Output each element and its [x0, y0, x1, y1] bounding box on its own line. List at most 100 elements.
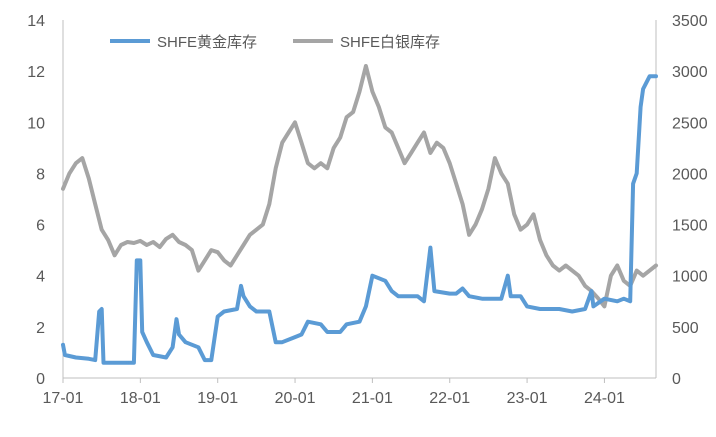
y-right-tick-label: 0 — [672, 371, 681, 388]
data-point — [274, 340, 278, 344]
data-point — [615, 299, 619, 303]
data-point — [196, 269, 200, 273]
data-point — [370, 274, 374, 278]
data-point — [267, 310, 271, 313]
data-point — [113, 253, 117, 257]
data-point — [577, 274, 581, 278]
data-point — [622, 297, 626, 301]
x-tick-label: 19-01 — [197, 390, 238, 407]
data-point — [87, 177, 91, 180]
data-point — [538, 307, 542, 311]
data-point — [538, 238, 542, 242]
data-point — [544, 253, 548, 257]
legend-label: SHFE白银库存 — [340, 34, 440, 51]
data-point — [325, 330, 329, 334]
data-point — [416, 141, 419, 145]
data-point — [377, 105, 381, 109]
data-point — [93, 358, 97, 362]
data-point — [248, 304, 252, 308]
data-point — [113, 361, 117, 365]
data-point — [209, 358, 213, 362]
data-point — [254, 310, 258, 313]
data-point — [203, 258, 207, 262]
data-point — [499, 171, 503, 175]
data-point — [332, 146, 336, 150]
data-point — [190, 248, 194, 252]
data-point — [164, 356, 168, 359]
data-point — [63, 353, 67, 357]
legend: SHFE黄金库存 SHFE白银库存 — [110, 34, 440, 51]
y-right-tick-label: 3500 — [672, 13, 708, 30]
data-point — [635, 171, 639, 175]
data-point — [67, 171, 71, 175]
data-point — [596, 296, 600, 300]
data-point — [474, 223, 477, 227]
data-point — [338, 330, 342, 334]
data-point — [280, 141, 284, 145]
data-point — [639, 105, 643, 109]
data-point — [570, 269, 574, 273]
y-left-tick-label: 6 — [36, 218, 45, 235]
data-point — [93, 202, 97, 206]
y-right-tick-label: 2500 — [672, 115, 708, 132]
data-point — [486, 187, 490, 191]
data-point — [622, 279, 626, 283]
data-point — [138, 258, 142, 262]
data-point — [422, 299, 426, 303]
data-point — [648, 269, 652, 273]
data-point — [261, 223, 265, 227]
data-point — [229, 264, 233, 267]
data-point — [383, 279, 387, 283]
data-point — [480, 297, 484, 301]
data-point — [175, 317, 178, 321]
y-left-tick-label: 2 — [36, 320, 45, 337]
x-tick-label: 17-01 — [43, 390, 84, 407]
data-point — [300, 333, 303, 336]
y-right-tick-label: 1000 — [672, 269, 708, 286]
data-point — [435, 141, 439, 145]
silver-inventory-line — [61, 64, 658, 309]
data-point — [74, 356, 78, 359]
data-point — [140, 330, 144, 334]
data-point — [416, 294, 419, 298]
data-point — [267, 202, 271, 206]
data-point — [635, 269, 639, 273]
data-point — [345, 115, 349, 119]
data-point — [641, 274, 645, 278]
data-point — [615, 264, 619, 267]
data-point — [171, 233, 175, 237]
axes: 0 2 4 6 8 10 12 14 0 500 1000 1500 2000 2500 3000 3500 1… — [27, 13, 707, 407]
data-point — [532, 212, 535, 216]
data-point — [628, 299, 632, 303]
data-point — [467, 294, 471, 298]
data-point — [396, 294, 400, 298]
data-point — [184, 243, 187, 247]
data-point — [364, 64, 368, 68]
data-point — [583, 307, 587, 311]
data-point — [602, 297, 606, 301]
data-point — [396, 146, 400, 150]
x-tick-label: 20-01 — [275, 390, 316, 407]
data-point — [97, 310, 101, 313]
data-point — [87, 357, 91, 361]
y-right-tick-label: 500 — [672, 320, 699, 337]
data-point — [590, 289, 593, 293]
data-point — [216, 250, 220, 254]
data-point — [61, 343, 65, 347]
data-point — [432, 289, 436, 293]
data-point — [242, 243, 245, 247]
data-point — [551, 264, 555, 267]
y-left-tick-label: 4 — [36, 269, 45, 286]
data-point — [364, 304, 368, 308]
y-left-tick-label: 12 — [27, 64, 45, 81]
data-point — [306, 161, 310, 165]
data-point — [454, 182, 458, 186]
data-point — [80, 156, 84, 160]
data-point — [61, 187, 65, 191]
data-point — [300, 141, 303, 145]
data-point — [145, 243, 149, 247]
data-point — [591, 304, 595, 308]
data-point — [287, 131, 291, 134]
